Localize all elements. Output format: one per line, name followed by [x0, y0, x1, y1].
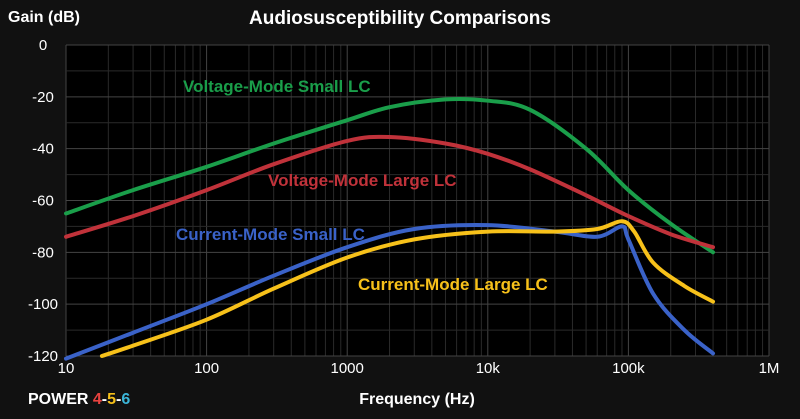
y-tick-label: -20 — [32, 89, 54, 106]
y-tick-label: 0 — [39, 37, 47, 54]
series-current-mode-small-lc — [64, 223, 715, 361]
series-label-current-large: Current-Mode Large LC — [358, 275, 548, 294]
series-label-current-small: Current-Mode Small LC — [176, 225, 365, 244]
x-tick-label: 1000 — [331, 360, 364, 377]
tick-layer: 10 100 1000 10k 100k 1M 0 -20 -40 -60 -80 -100 -120 — [28, 37, 779, 377]
brand-num-4: 4 — [93, 391, 102, 408]
grid — [65, 44, 770, 357]
x-tick-label: 1M — [759, 360, 780, 377]
x-tick-label: 100k — [612, 360, 645, 377]
x-axis-label: Frequency (Hz) — [359, 391, 475, 408]
series-voltage-mode-small-lc — [64, 96, 715, 255]
y-tick-label: -100 — [28, 296, 58, 313]
y-tick-label: -40 — [32, 141, 54, 158]
brand-num-6: 6 — [121, 391, 130, 408]
y-axis-label: Gain (dB) — [8, 9, 80, 26]
y-tick-label: -60 — [32, 193, 54, 210]
y-tick-label: -120 — [28, 348, 58, 365]
series-layer — [64, 96, 715, 361]
brand-logo: POWER 4-5-6 — [28, 391, 130, 408]
brand-sep-1: - — [102, 391, 107, 408]
series-current-mode-large-lc — [99, 219, 715, 358]
x-tick-label: 100 — [194, 360, 219, 377]
x-tick-label: 10 — [58, 360, 75, 377]
y-tick-label: -80 — [32, 244, 54, 261]
x-tick-label: 10k — [476, 360, 501, 377]
series-label-voltage-large: Voltage-Mode Large LC — [268, 171, 457, 190]
brand-prefix: POWER — [28, 391, 93, 408]
brand-num-5: 5 — [107, 391, 116, 408]
chart-title: Audiosusceptibility Comparisons — [249, 8, 551, 29]
brand-sep-2: - — [116, 391, 121, 408]
series-label-voltage-small: Voltage-Mode Small LC — [183, 77, 371, 96]
series-voltage-mode-large-lc — [64, 134, 715, 250]
